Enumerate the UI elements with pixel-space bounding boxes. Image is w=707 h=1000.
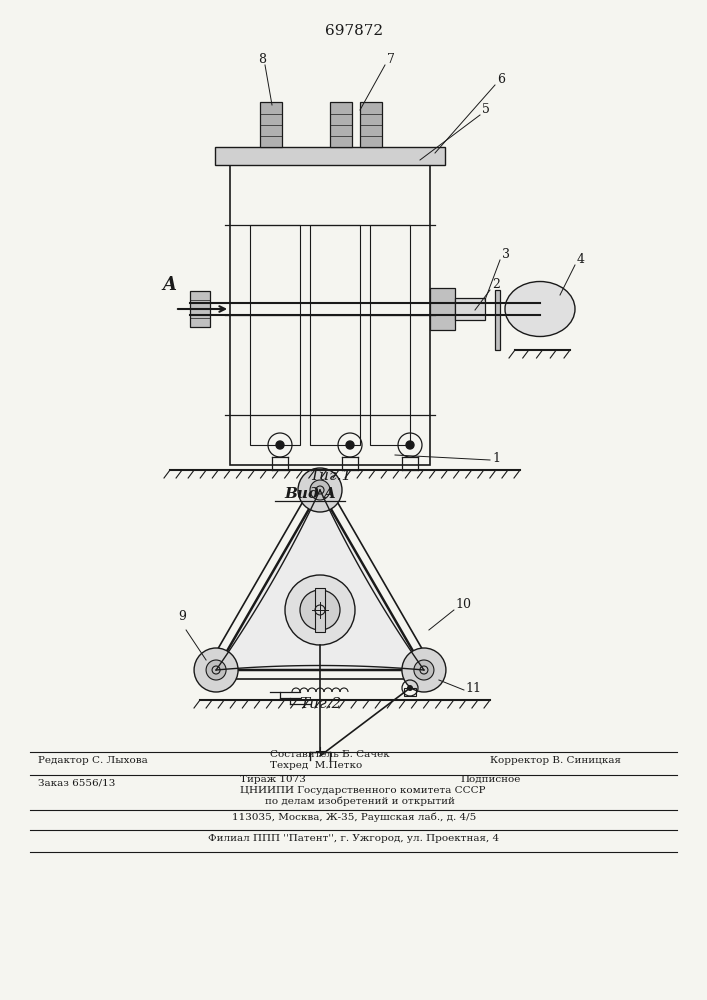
Bar	[404, 688, 416, 696]
Text: 113035, Москва, Ж-35, Раушская лаб., д. 4/5: 113035, Москва, Ж-35, Раушская лаб., д. …	[232, 812, 476, 822]
Text: по делам изобретений и открытий: по делам изобретений и открытий	[265, 796, 455, 806]
Text: 11: 11	[466, 682, 482, 695]
Circle shape	[206, 660, 226, 680]
Circle shape	[414, 660, 434, 680]
Text: Τиг.1: Τиг.1	[309, 469, 351, 483]
Text: ЦНИИПИ Государственного комитета СССР: ЦНИИПИ Государственного комитета СССР	[240, 786, 486, 795]
Text: 4: 4	[577, 253, 585, 266]
Circle shape	[298, 468, 342, 512]
Bar	[315, 588, 325, 632]
Polygon shape	[216, 490, 424, 670]
Bar	[250, 225, 300, 445]
Text: Τиг.2: Τиг.2	[299, 697, 341, 711]
Text: 6: 6	[497, 73, 505, 86]
Circle shape	[276, 441, 284, 449]
Text: 3: 3	[502, 248, 510, 261]
Text: 1: 1	[492, 452, 500, 465]
Bar	[360, 102, 382, 147]
Text: 9: 9	[178, 610, 186, 623]
Circle shape	[402, 648, 446, 692]
Bar	[310, 225, 360, 445]
Bar	[430, 288, 455, 330]
Text: 8: 8	[258, 53, 266, 66]
Text: Филиал ППП ''Патент'', г. Ужгород, ул. Проектная, 4: Филиал ППП ''Патент'', г. Ужгород, ул. П…	[209, 834, 500, 843]
Text: 2: 2	[492, 278, 500, 291]
Text: Подписное: Подписное	[460, 775, 520, 784]
Circle shape	[310, 480, 330, 500]
Bar	[215, 147, 445, 165]
Bar	[370, 225, 410, 445]
Ellipse shape	[505, 282, 575, 336]
Text: 5: 5	[482, 103, 490, 116]
Text: Вид A: Вид A	[284, 487, 336, 501]
Text: A: A	[162, 276, 176, 294]
Text: 7: 7	[387, 53, 395, 66]
Text: Техред  М.Петко: Техред М.Петко	[270, 761, 362, 770]
Text: Тираж 1073: Тираж 1073	[240, 775, 306, 784]
Text: Корректор В. Синицкая: Корректор В. Синицкая	[490, 756, 621, 765]
Circle shape	[285, 575, 355, 645]
Bar	[495, 290, 500, 350]
Bar	[330, 102, 352, 147]
Bar	[260, 102, 282, 147]
Text: 10: 10	[456, 598, 472, 611]
Bar	[230, 165, 430, 465]
Circle shape	[300, 590, 340, 630]
Bar	[190, 291, 210, 327]
Text: 697872: 697872	[325, 24, 383, 38]
Bar	[455, 298, 485, 320]
Circle shape	[346, 441, 354, 449]
Circle shape	[407, 685, 413, 691]
Circle shape	[194, 648, 238, 692]
Circle shape	[406, 441, 414, 449]
Text: Редактор С. Лыхова: Редактор С. Лыхова	[38, 756, 148, 765]
Text: Составитель Б. Сачек: Составитель Б. Сачек	[270, 750, 390, 759]
Text: Заказ 6556/13: Заказ 6556/13	[38, 779, 115, 788]
